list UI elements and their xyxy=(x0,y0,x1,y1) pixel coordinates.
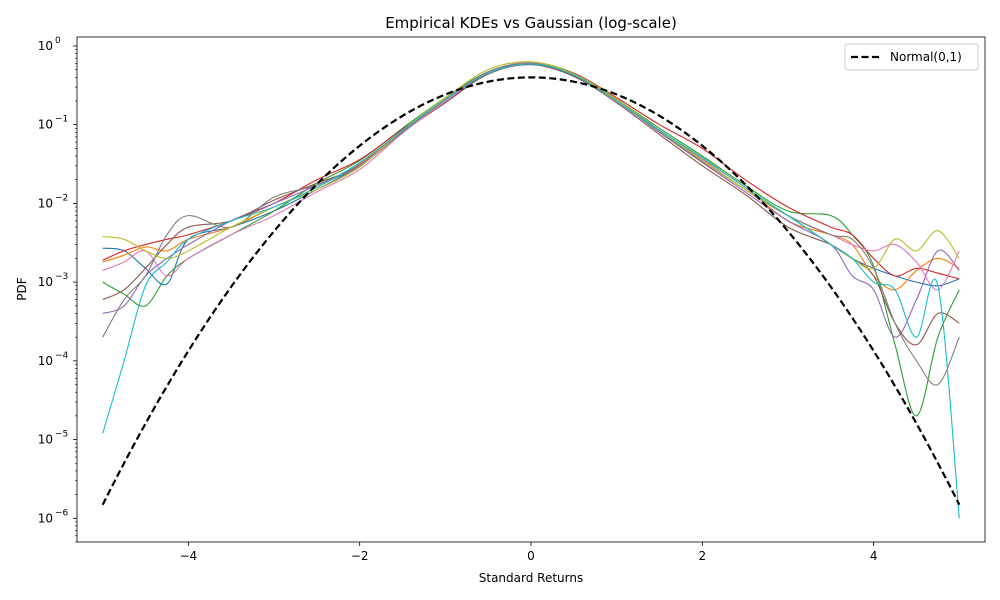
x-axis-label: Standard Returns xyxy=(479,571,583,585)
x-tick-label: 4 xyxy=(870,549,878,563)
chart-title: Empirical KDEs vs Gaussian (log-scale) xyxy=(385,14,677,32)
y-tick-label: 10 xyxy=(38,275,53,289)
kde-series-line-9 xyxy=(102,61,960,270)
y-tick-label: 10 xyxy=(38,118,53,132)
reference-layer xyxy=(101,76,961,506)
y-axis-label: PDF xyxy=(15,277,29,300)
x-axis: −4 −2 0 2 4 xyxy=(180,542,878,563)
y-tick-label: 10 xyxy=(38,39,53,53)
x-tick-label: −2 xyxy=(351,549,369,563)
x-tick-label: −4 xyxy=(180,549,198,563)
y-tick-label: 10 xyxy=(38,433,53,447)
y-tick-exponent: −3 xyxy=(55,272,68,282)
x-tick-label: 2 xyxy=(699,549,707,563)
y-tick-label: 10 xyxy=(38,354,53,368)
legend: Normal(0,1) xyxy=(844,43,979,71)
y-tick-exponent: 0 xyxy=(55,36,61,46)
legend-box xyxy=(844,43,979,71)
kde-series-line-8 xyxy=(102,62,960,386)
legend-label-normal: Normal(0,1) xyxy=(890,50,962,64)
x-tick-label: 0 xyxy=(527,549,535,563)
kde-series-line-6 xyxy=(102,64,960,346)
y-tick-exponent: −5 xyxy=(55,430,68,440)
series-layer xyxy=(102,61,960,519)
kde-series-line-10 xyxy=(102,63,960,519)
y-tick-exponent: −2 xyxy=(55,193,68,203)
y-tick-label: 10 xyxy=(38,196,53,210)
normal-reference-line xyxy=(101,76,961,506)
y-tick-label: 10 xyxy=(38,511,53,525)
y-tick-exponent: −4 xyxy=(55,351,69,361)
y-tick-exponent: −6 xyxy=(55,508,69,518)
y-tick-exponent: −1 xyxy=(55,115,68,125)
